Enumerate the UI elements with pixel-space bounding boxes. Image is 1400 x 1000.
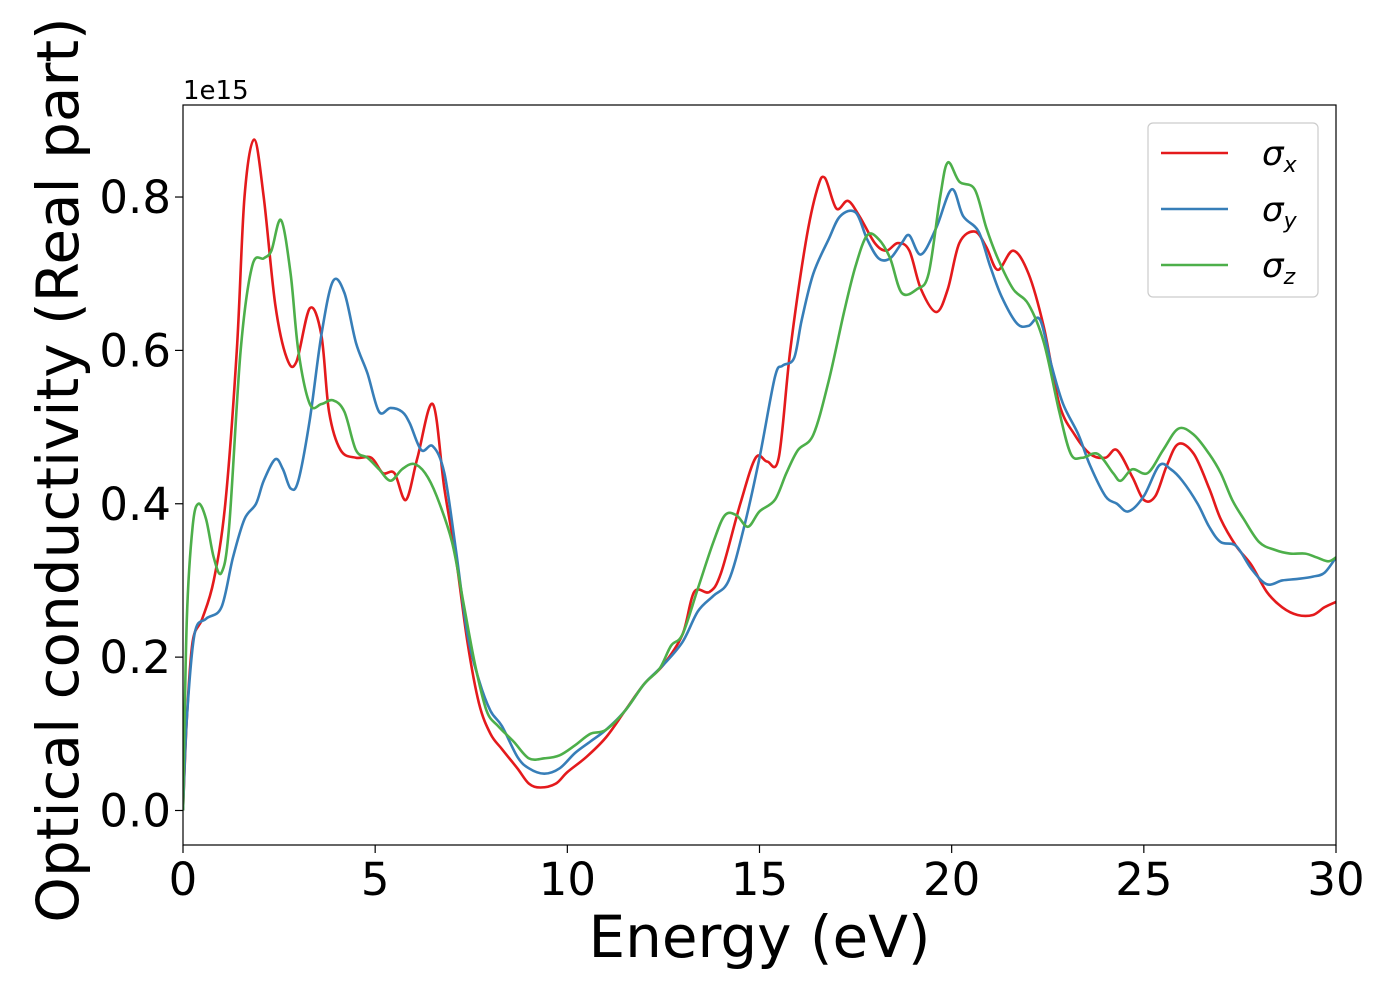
series-lines [183,138,1336,811]
x-tick-label: 0 [169,853,198,906]
x-tick-label: 20 [923,853,980,906]
x-tick-label: 25 [1115,853,1172,906]
x-axis-ticks: 0 5 10 15 20 25 30 [169,845,1365,906]
y-axis-ticks: 0.0 0.2 0.4 0.6 0.8 [99,171,183,837]
y-axis-label: Optical conductivity (Real part) [24,17,92,922]
legend-label-x: σx [1262,134,1298,178]
legend-frame [1147,122,1319,298]
y-tick-label: 0.4 [99,478,171,531]
series-line-y [183,188,1336,811]
x-tick-label: 10 [539,853,596,906]
y-tick-label: 0.8 [99,171,171,224]
legend: σx σy σz [1147,122,1319,298]
y-tick-label: 0.0 [99,784,171,837]
series-line-z [183,161,1336,811]
legend-label-y: σy [1262,190,1298,234]
series-line-x [183,138,1336,811]
y-offset-label: 1e15 [183,76,249,106]
x-axis-label: Energy (eV) [588,903,930,971]
y-tick-label: 0.2 [99,631,171,684]
x-tick-label: 30 [1307,853,1364,906]
x-tick-label: 15 [731,853,788,906]
legend-label-z: σz [1262,246,1296,290]
y-tick-label: 0.6 [99,324,171,377]
x-tick-label: 5 [361,853,390,906]
